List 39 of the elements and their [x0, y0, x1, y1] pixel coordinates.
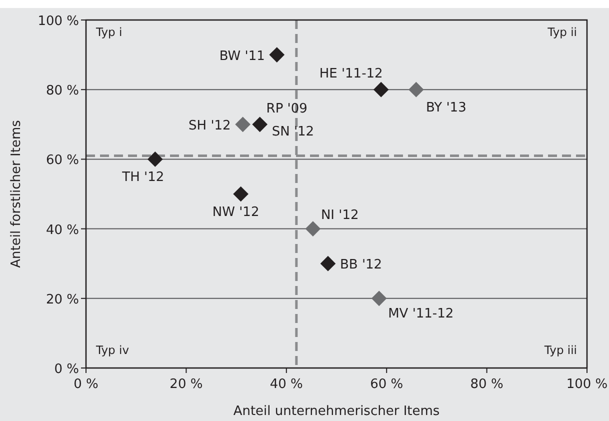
x-tick-label: 100 %: [566, 377, 608, 392]
y-tick-label: 80 %: [46, 84, 79, 99]
y-tick-label: 100 %: [38, 14, 79, 29]
point: [305, 221, 321, 236]
annotation: TH '12: [121, 170, 164, 186]
point: [233, 186, 248, 202]
annotation: NI '12: [320, 208, 359, 223]
annotation: Typ i: [95, 25, 122, 39]
point: [373, 82, 389, 98]
annotation: BY '13: [426, 100, 466, 116]
annotation: BW '11: [219, 48, 265, 64]
annotation: RP '09: [266, 101, 308, 116]
point: [408, 82, 424, 98]
y-tick-label: 20 %: [46, 292, 79, 308]
point: [320, 256, 336, 272]
annotation: SH '12: [188, 118, 231, 134]
point: [235, 116, 250, 132]
y-tick-label: 40 %: [46, 222, 79, 238]
point: [147, 152, 163, 167]
x-axis-title: Anteil unternehmerischer Items: [233, 404, 440, 419]
point: [269, 47, 285, 62]
annotation: HE '11-12: [319, 66, 383, 82]
x-tick-label: 0 %: [74, 377, 98, 392]
point: [252, 116, 268, 132]
y-tick-label: 60 %: [46, 153, 79, 168]
x-tick-label: 80 %: [470, 377, 504, 392]
annotation: Typ iii: [543, 343, 577, 357]
annotation: Typ ii: [546, 25, 577, 39]
x-tick-label: 60 %: [370, 377, 404, 392]
annotation: NW '12: [212, 205, 260, 220]
annotation: Typ iv: [95, 343, 130, 357]
x-tick-label: 40 %: [270, 377, 303, 392]
annotation: SN '12: [272, 124, 314, 140]
x-tick-label: 20 %: [170, 377, 203, 392]
y-tick-label: 0 %: [54, 362, 79, 377]
point: [371, 290, 387, 306]
annotation: MV '11-12: [388, 306, 454, 322]
y-axis-title: Anteil forstlicher Items: [9, 120, 24, 268]
annotation: BB '12: [340, 258, 382, 273]
